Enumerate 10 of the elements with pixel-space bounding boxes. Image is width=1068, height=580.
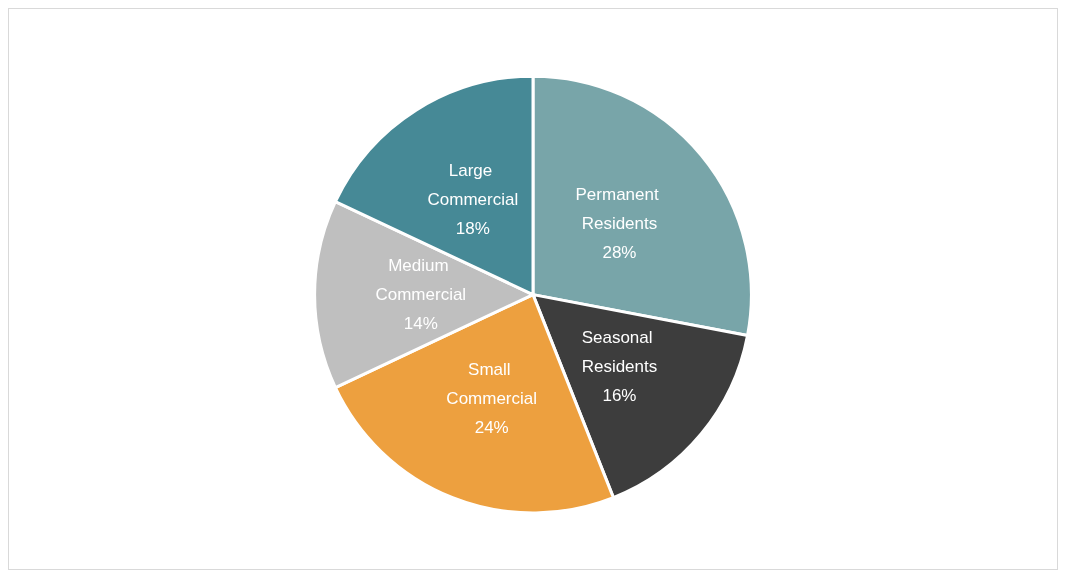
slice-label: Seasonal Residents [581, 327, 658, 376]
data-label: 16% [602, 385, 637, 405]
slice-label: Medium Commercial [375, 256, 467, 305]
slice-label: Permanent Residents [575, 184, 664, 233]
data-label: 24% [474, 418, 509, 438]
data-label: 14% [403, 314, 438, 334]
data-label: 18% [455, 219, 490, 239]
slice-label: Large Commercial [427, 161, 519, 210]
data-label: 28% [602, 242, 637, 262]
slice-label: Small Commercial [446, 360, 538, 409]
